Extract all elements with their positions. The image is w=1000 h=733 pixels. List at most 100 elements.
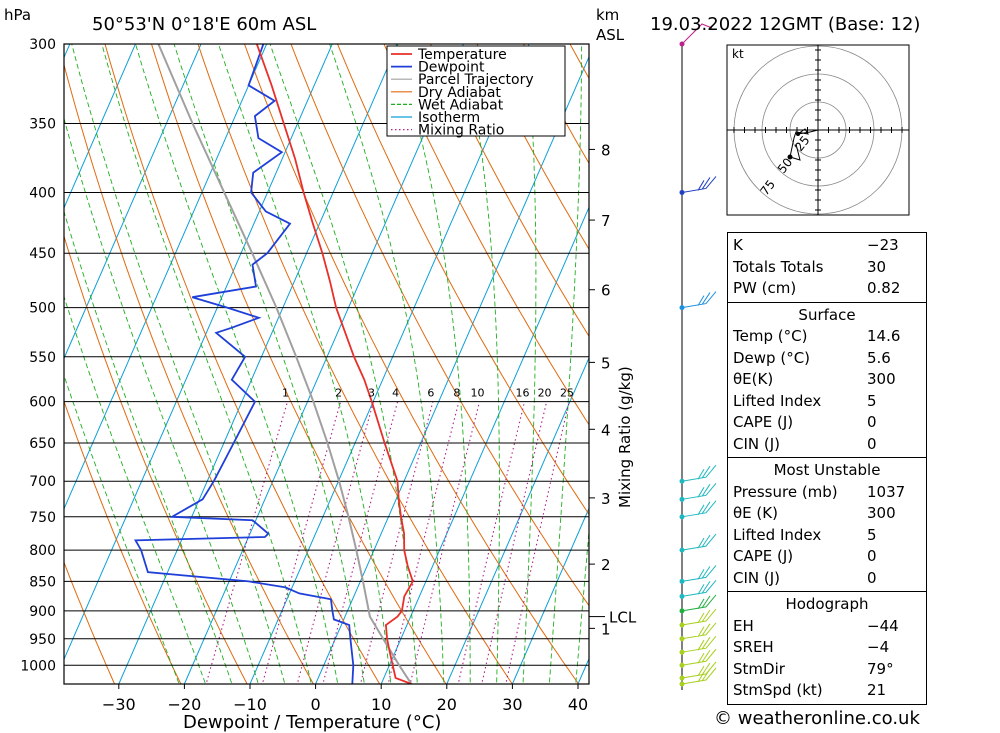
stat-label: EH <box>733 616 754 635</box>
dry-adiabat-line <box>64 399 182 684</box>
wind-barb <box>681 667 717 685</box>
wind-barb-shaft <box>681 648 717 666</box>
wind-barb-shaft <box>681 622 717 640</box>
isotherm-line <box>183 44 464 684</box>
dry-adiabat-line <box>104 44 381 684</box>
stat-row: K −23 <box>733 235 921 257</box>
pressure-tick-label: 450 <box>29 246 56 262</box>
km-tick-label: 7 <box>601 212 611 230</box>
km-tick-label: 5 <box>601 354 611 372</box>
dry-adiabat-line <box>290 44 589 607</box>
mixing-ratio-line <box>409 401 481 684</box>
stat-value: 21 <box>867 681 887 699</box>
pressure-tick-label: 550 <box>29 350 56 366</box>
mixing-ratio-label: 4 <box>392 387 399 400</box>
location-title: 50°53'N 0°18'E 60m ASL <box>92 14 316 35</box>
stat-value: 0 <box>867 547 877 565</box>
stat-row: PW (cm) 0.82 <box>733 278 921 300</box>
stat-row: CIN (J) 0 <box>733 568 921 590</box>
stat-label: Pressure (mb) <box>733 482 838 501</box>
stat-value: −23 <box>867 236 899 254</box>
wind-barb-shaft <box>681 608 717 626</box>
pressure-tick-label: 350 <box>29 117 56 133</box>
legend-entry: Dewpoint <box>418 60 485 76</box>
wind-barb-shaft <box>681 580 717 597</box>
isotherm-line <box>64 44 136 210</box>
stat-label: θE (K) <box>733 504 778 522</box>
x-axis-label: Dewpoint / Temperature (°C) <box>183 712 441 733</box>
profiles <box>133 44 414 684</box>
stat-row: θE(K) 300 <box>733 369 921 391</box>
dry-adiabat-line <box>64 63 314 684</box>
dry-adiabat-line <box>151 44 447 684</box>
wet-adiabat-line <box>548 44 583 684</box>
wet-adiabat-line <box>575 526 589 684</box>
stat-row: SREH −4 <box>733 637 921 659</box>
indices-box: K −23 Totals Totals 30 PW (cm) 0.82 <box>727 232 927 303</box>
stat-row: CIN (J) 0 <box>733 434 921 456</box>
wet-adiabat-line <box>173 44 365 684</box>
wind-barb-shaft <box>681 565 717 582</box>
temperature-line <box>255 44 414 684</box>
wind-barb <box>681 464 717 482</box>
mixing-ratio-line <box>457 401 526 684</box>
stats-panel: K −23 Totals Totals 30 PW (cm) 0.82 Surface T… <box>727 232 927 705</box>
pressure-tick-label: 300 <box>29 37 56 53</box>
legend-entry: Mixing Ratio <box>418 123 504 139</box>
isobars <box>64 43 589 666</box>
parcel-trajectory-line <box>157 44 413 684</box>
dry-adiabat-line <box>337 44 589 516</box>
wind-barb-shaft <box>681 291 717 309</box>
isotherm-line <box>511 507 589 684</box>
pressure-tick-label: 1000 <box>20 658 56 674</box>
km-tick-label: 3 <box>601 490 611 508</box>
pressure-tick-label: 400 <box>29 185 56 201</box>
wind-barb <box>681 500 717 518</box>
isotherm-line <box>249 44 530 684</box>
surface-box: Surface Temp (°C) 14.6 Dewp (°C) 5.6 θE(K) 30… <box>727 301 927 458</box>
mixing-ratio-axis-label: Mixing Ratio (g/kg) <box>616 366 634 508</box>
dry-adiabat-line <box>942 44 1000 690</box>
stat-value: 0 <box>867 413 877 431</box>
mixing-ratio-line <box>481 401 548 684</box>
dry-adiabat-line <box>383 44 589 426</box>
mixing-ratio-label: 20 <box>538 387 552 400</box>
stat-label: Lifted Index <box>733 525 822 544</box>
mixing-ratio-label: 6 <box>427 387 434 400</box>
wind-barb <box>681 482 717 500</box>
stat-value: 79° <box>867 659 894 678</box>
wet-adiabat-line <box>218 44 392 684</box>
background-lines <box>0 44 1000 690</box>
stat-label: K <box>733 236 743 254</box>
stat-value: 300 <box>867 504 896 522</box>
pressure-tick-label: 750 <box>29 510 56 526</box>
wet-adiabat-line <box>64 116 259 684</box>
mixing-ratio-line <box>205 401 289 684</box>
axes: 1 2 3 4 6 8 10 16 20 2530035040045050055060065070… <box>20 37 636 714</box>
isotherm-line <box>380 206 589 684</box>
stat-label: Temp (°C) <box>733 327 808 345</box>
wind-barb-shaft <box>681 176 717 193</box>
credit-text[interactable]: © weatheronline.co.uk <box>714 708 920 729</box>
surface-title: Surface <box>798 305 856 324</box>
dry-adiabat-line <box>476 44 589 251</box>
dry-adiabat-line <box>64 234 248 684</box>
mixing-ratio-label: 10 <box>471 387 485 400</box>
wind-barb-shaft <box>681 533 717 551</box>
stat-value: 5 <box>867 391 877 410</box>
stat-label: StmSpd (kt) <box>733 681 823 699</box>
temp-tick-label: −20 <box>168 695 202 714</box>
mixing-ratio-label: 16 <box>516 387 530 400</box>
stat-row: EH −44 <box>733 616 921 638</box>
wind-barbs <box>679 23 717 690</box>
stat-label: CIN (J) <box>733 434 781 453</box>
wind-barb <box>681 608 717 626</box>
isotherm-line <box>0 44 4 684</box>
stat-value: 14.6 <box>867 327 901 345</box>
stat-label: SREH <box>733 638 774 656</box>
stat-label: Dewp (°C) <box>733 348 811 367</box>
lcl-label: LCL <box>609 609 637 627</box>
dry-adiabat-line <box>197 44 513 684</box>
